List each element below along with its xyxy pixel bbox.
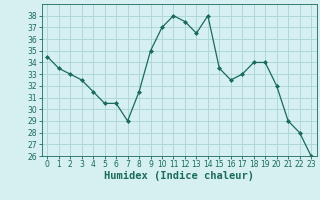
X-axis label: Humidex (Indice chaleur): Humidex (Indice chaleur) [104,171,254,181]
